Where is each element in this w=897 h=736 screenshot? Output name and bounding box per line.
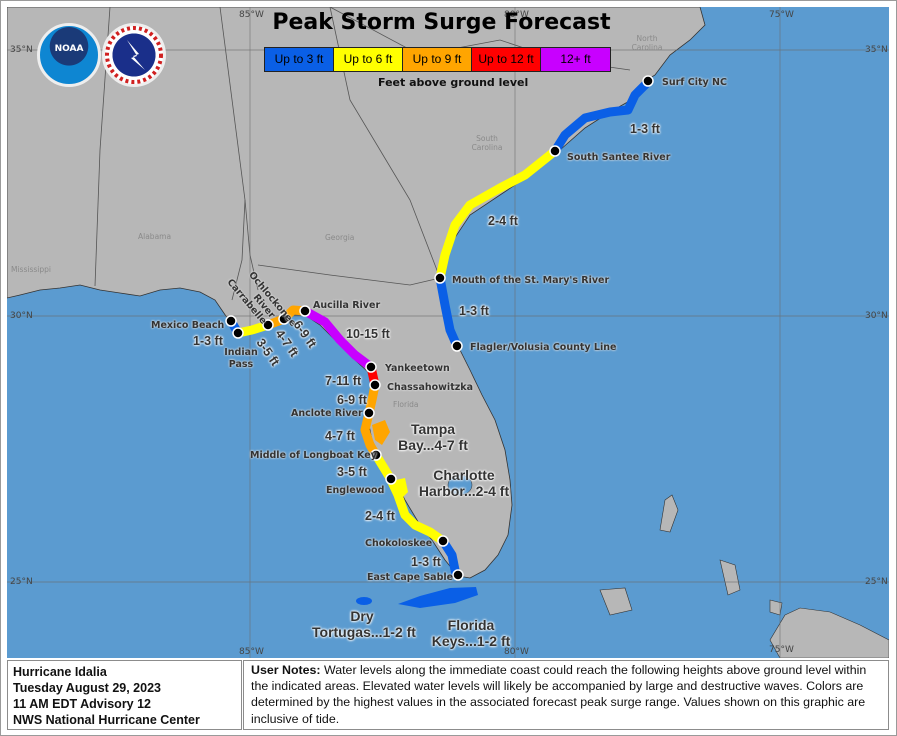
dry-tortugas-label: Dry Tortugas...1-2 ft — [312, 608, 416, 640]
location-aucilla: Aucilla River — [313, 300, 381, 311]
state-label-georgia: Georgia — [325, 233, 355, 242]
surge-value-aucilla-yankeetown: 10-15 ft — [346, 327, 390, 341]
location-flagler: Flagler/Volusia County Line — [470, 342, 617, 353]
surge-value-chokoloskee-capesable: 1-3 ft — [411, 555, 441, 569]
lon-label-75w-bottom: 75°W — [769, 645, 794, 655]
lat-label-30n-right: 30°N — [865, 311, 888, 321]
surge-value-sc-ga: 2-4 ft — [488, 214, 518, 228]
user-notes-text: Water levels along the immediate coast c… — [251, 663, 867, 726]
location-south-santee: South Santee River — [567, 152, 671, 163]
location-yankeetown: Yankeetown — [385, 363, 450, 374]
legend-item-up-to-3: Up to 3 ft — [265, 48, 334, 71]
lat-label-30n-left: 30°N — [10, 311, 33, 321]
location-east-cape-sable: East Cape Sable — [367, 572, 454, 583]
lat-label-25n-right: 25°N — [865, 577, 888, 587]
surge-value-englewood-chokoloskee: 2-4 ft — [365, 509, 395, 523]
lat-label-35n-right: 35°N — [865, 45, 888, 55]
advisory-info: Hurricane Idalia Tuesday August 29, 2023… — [7, 660, 242, 730]
surge-value-longboat-englewood: 3-5 ft — [337, 465, 367, 479]
lon-label-80w-top: 80°W — [504, 10, 529, 20]
lon-label-75w-top: 75°W — [769, 10, 794, 20]
surge-value-ne-fl: 1-3 ft — [459, 304, 489, 318]
surge-value-yankeetown-chassahowitzka: 7-11 ft — [325, 374, 362, 388]
user-notes-label: User Notes: — [251, 663, 321, 677]
advisory-date: Tuesday August 29, 2023 — [13, 681, 161, 695]
location-chassahowitzka: Chassahowitzka — [387, 382, 473, 393]
lat-label-25n-left: 25°N — [10, 577, 33, 587]
legend-item-12-plus: 12+ ft — [541, 48, 610, 71]
location-mexico-beach: Mexico Beach — [151, 320, 225, 331]
location-longboat: Middle of Longboat Key — [250, 450, 377, 461]
lon-label-80w-bottom: 80°W — [504, 647, 529, 657]
issuing-center: NWS National Hurricane Center — [13, 713, 200, 727]
legend-caption: Feet above ground level — [378, 76, 529, 89]
lightning-bolt-icon — [105, 26, 163, 84]
page-title: Peak Storm Surge Forecast — [272, 10, 611, 35]
legend-item-up-to-12: Up to 12 ft — [472, 48, 541, 71]
location-englewood: Englewood — [326, 485, 385, 496]
charlotte-harbor-label: Charlotte Harbor...2-4 ft — [418, 467, 510, 499]
surge-value-nc-sc: 1-3 ft — [630, 122, 660, 136]
location-st-marys: Mouth of the St. Mary's River — [452, 275, 610, 286]
location-indian-pass: Indian Pass — [224, 347, 258, 370]
legend-item-up-to-9: Up to 9 ft — [403, 48, 472, 71]
storm-name: Hurricane Idalia — [13, 665, 107, 679]
state-label-south-carolina: South Carolina — [471, 134, 503, 152]
cuba-island — [769, 607, 889, 658]
state-label-florida: Florida — [393, 400, 419, 409]
lon-label-85w-top: 85°W — [239, 10, 264, 20]
surge-map: 85°W 80°W 75°W 85°W 80°W 75°W 35°N 35°N … — [7, 7, 889, 658]
location-anclote: Anclote River — [291, 408, 363, 419]
advisory-number: 11 AM EDT Advisory 12 — [13, 697, 152, 711]
noaa-logo: NOAA — [37, 23, 101, 87]
user-notes: User Notes: Water levels along the immed… — [243, 660, 889, 730]
state-label-mississippi: Mississippi — [11, 265, 51, 274]
location-chokoloskee: Chokoloskee — [365, 538, 433, 549]
legend-item-up-to-6: Up to 6 ft — [334, 48, 403, 71]
tampa-bay-label: Tampa Bay...4-7 ft — [398, 421, 468, 453]
nws-logo — [102, 23, 166, 87]
map-canvas — [7, 7, 889, 658]
state-label-alabama: Alabama — [138, 232, 172, 241]
state-label-north-carolina: North Carolina — [631, 34, 663, 52]
lon-label-85w-bottom: 85°W — [239, 647, 264, 657]
surge-value-chassahowitzka-anclote: 6-9 ft — [337, 393, 367, 407]
surge-value-mexico-indian: 1-3 ft — [193, 334, 223, 348]
surge-legend: Up to 3 ft Up to 6 ft Up to 9 ft Up to 1… — [264, 47, 611, 72]
florida-keys-label: Florida Keys...1-2 ft — [431, 617, 511, 649]
surge-value-anclote-longboat: 4-7 ft — [325, 429, 355, 443]
location-surf-city: Surf City NC — [662, 77, 727, 88]
lat-label-35n-left: 35°N — [10, 45, 33, 55]
